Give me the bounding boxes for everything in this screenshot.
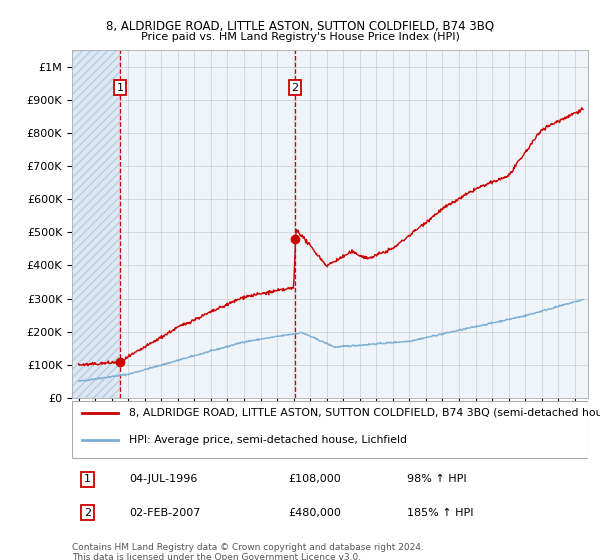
Text: 2: 2	[292, 82, 299, 92]
Bar	[72, 50, 120, 398]
FancyBboxPatch shape	[72, 401, 588, 458]
Text: HPI: Average price, semi-detached house, Lichfield: HPI: Average price, semi-detached house,…	[129, 435, 407, 445]
Text: £480,000: £480,000	[289, 507, 341, 517]
Text: Contains HM Land Registry data © Crown copyright and database right 2024.
This d: Contains HM Land Registry data © Crown c…	[72, 543, 424, 560]
Text: 185% ↑ HPI: 185% ↑ HPI	[407, 507, 474, 517]
Text: 1: 1	[84, 474, 91, 484]
Text: 1: 1	[116, 82, 124, 92]
Text: Price paid vs. HM Land Registry's House Price Index (HPI): Price paid vs. HM Land Registry's House …	[140, 32, 460, 43]
Text: 8, ALDRIDGE ROAD, LITTLE ASTON, SUTTON COLDFIELD, B74 3BQ: 8, ALDRIDGE ROAD, LITTLE ASTON, SUTTON C…	[106, 20, 494, 32]
Text: £108,000: £108,000	[289, 474, 341, 484]
Text: 2: 2	[84, 507, 91, 517]
Text: 8, ALDRIDGE ROAD, LITTLE ASTON, SUTTON COLDFIELD, B74 3BQ (semi-detached house: 8, ALDRIDGE ROAD, LITTLE ASTON, SUTTON C…	[129, 408, 600, 418]
Text: 98% ↑ HPI: 98% ↑ HPI	[407, 474, 467, 484]
Text: 02-FEB-2007: 02-FEB-2007	[129, 507, 200, 517]
Text: 04-JUL-1996: 04-JUL-1996	[129, 474, 197, 484]
